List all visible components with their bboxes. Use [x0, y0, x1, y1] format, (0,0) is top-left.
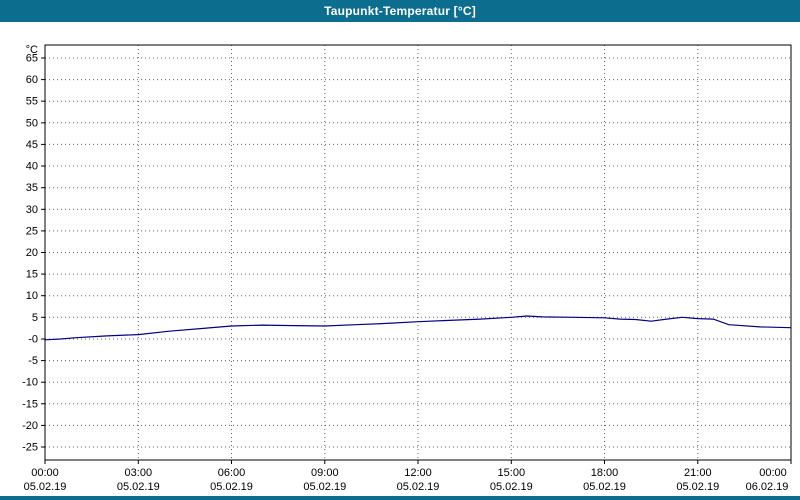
- svg-text:05.02.19: 05.02.19: [24, 481, 67, 493]
- svg-text:09:00: 09:00: [311, 467, 339, 479]
- svg-text:-15: -15: [22, 398, 38, 410]
- svg-text:03:00: 03:00: [125, 467, 153, 479]
- svg-text:20: 20: [26, 247, 38, 259]
- svg-text:05.02.19: 05.02.19: [117, 481, 160, 493]
- chart-area: °C 65 60 55 50 45 40 35 30 25 20 15 10 5 -0 -5 -10 -15 -20…: [0, 22, 800, 496]
- svg-text:00:00: 00:00: [31, 467, 59, 479]
- bottom-strip: [0, 496, 800, 500]
- svg-text:-5: -5: [28, 355, 38, 367]
- svg-text:05.02.19: 05.02.19: [303, 481, 346, 493]
- svg-text:-20: -20: [22, 420, 38, 432]
- svg-text:12:00: 12:00: [404, 467, 432, 479]
- svg-text:00:00: 00:00: [759, 467, 787, 479]
- svg-text:-0: -0: [28, 334, 38, 346]
- svg-text:05.02.19: 05.02.19: [676, 481, 719, 493]
- svg-text:-25: -25: [22, 442, 38, 454]
- line-chart: °C65 60 55 50 45 40 35 30 25 20 15 10 5 -0 -5 -10 -15 -20…: [0, 22, 800, 496]
- svg-text:10: 10: [26, 290, 38, 302]
- svg-text:45: 45: [26, 139, 38, 151]
- svg-text:35: 35: [26, 182, 38, 194]
- svg-text:06.02.19: 06.02.19: [746, 481, 789, 493]
- svg-text:50: 50: [26, 117, 38, 129]
- svg-text:05.02.19: 05.02.19: [397, 481, 440, 493]
- svg-text:-10: -10: [22, 377, 38, 389]
- svg-text:°C: °C: [26, 44, 38, 56]
- svg-text:21:00: 21:00: [684, 467, 712, 479]
- svg-text:55: 55: [26, 96, 38, 108]
- svg-text:25: 25: [26, 225, 38, 237]
- chart-title: Taupunkt-Temperatur [°C]: [324, 4, 476, 18]
- svg-text:06:00: 06:00: [218, 467, 246, 479]
- svg-text:05.02.19: 05.02.19: [490, 481, 533, 493]
- svg-text:05.02.19: 05.02.19: [583, 481, 626, 493]
- svg-text:15: 15: [26, 269, 38, 281]
- window-title-bar: Taupunkt-Temperatur [°C]: [0, 0, 800, 22]
- svg-text:40: 40: [26, 161, 38, 173]
- svg-text:15:00: 15:00: [498, 467, 526, 479]
- svg-text:5: 5: [32, 312, 38, 324]
- svg-text:18:00: 18:00: [591, 467, 619, 479]
- svg-text:65: 65: [26, 53, 38, 65]
- svg-text:05.02.19: 05.02.19: [210, 481, 253, 493]
- svg-text:30: 30: [26, 204, 38, 216]
- svg-text:60: 60: [26, 74, 38, 86]
